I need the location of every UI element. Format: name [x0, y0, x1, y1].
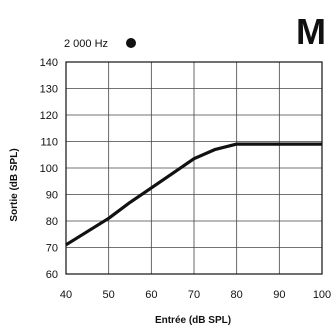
- x-tick-label-70: 70: [188, 289, 200, 301]
- y-axis-title: Sortie (dB SPL): [9, 148, 20, 221]
- legend-label: 2 000 Hz: [64, 38, 108, 50]
- y-tick-label-130: 130: [40, 84, 58, 96]
- y-tick-label-120: 120: [40, 110, 58, 122]
- y-tick-label-70: 70: [46, 243, 58, 255]
- y-tick-label-80: 80: [46, 216, 58, 228]
- x-tick-label-80: 80: [231, 289, 243, 301]
- corner-mark: M: [296, 11, 326, 52]
- y-tick-label-90: 90: [46, 190, 58, 202]
- x-tick-label-60: 60: [145, 289, 157, 301]
- legend: 2 000 Hz: [64, 38, 136, 50]
- y-tick-label-60: 60: [46, 269, 58, 281]
- x-tick-label-40: 40: [60, 289, 72, 301]
- series-layer: [65, 142, 322, 247]
- y-tick-label-100: 100: [40, 163, 58, 175]
- x-tick-label-50: 50: [103, 289, 115, 301]
- legend-marker: [126, 38, 136, 48]
- plot-frame: [65, 61, 323, 275]
- x-tick-label-90: 90: [273, 289, 285, 301]
- tick-labels: 40 50 60 70 80 90 100 60 70 80 90 100 110 120 130 140: [40, 57, 332, 301]
- x-tick-label-100: 100: [313, 289, 331, 301]
- x-axis-title: Entrée (dB SPL): [155, 315, 231, 326]
- y-tick-label-110: 110: [40, 137, 58, 149]
- series-line-0: [65, 142, 322, 247]
- grid: [65, 61, 323, 275]
- y-tick-label-140: 140: [40, 57, 58, 69]
